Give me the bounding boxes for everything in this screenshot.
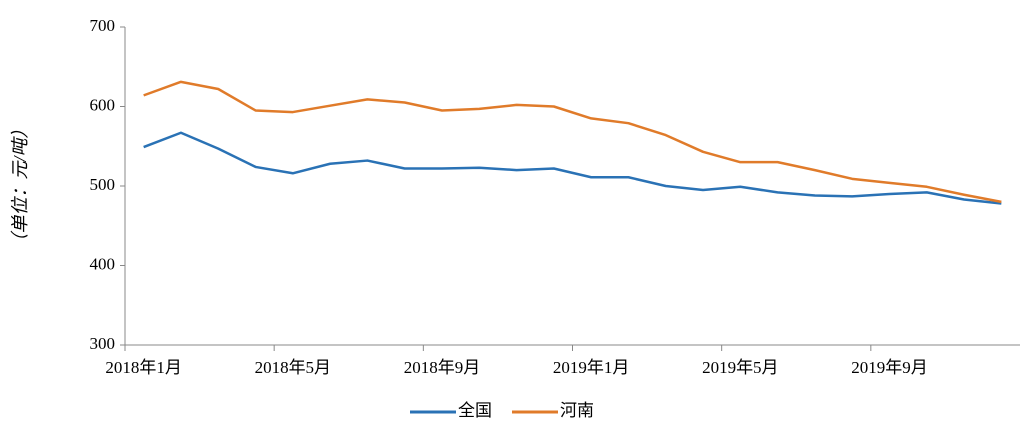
x-tick-label: 2019年1月 bbox=[553, 358, 630, 377]
legend-label: 河南 bbox=[560, 401, 594, 420]
y-tick-label: 600 bbox=[90, 95, 116, 114]
x-tick-label: 2019年9月 bbox=[851, 358, 928, 377]
line bbox=[143, 131, 1002, 205]
line bbox=[143, 80, 1002, 204]
x-tick-label: 2019年5月 bbox=[702, 358, 779, 377]
y-tick-label: 400 bbox=[90, 254, 116, 273]
y-axis-label: （单位：元/吨） bbox=[10, 120, 30, 251]
y-tick-label: 700 bbox=[90, 16, 116, 35]
legend-label: 全国 bbox=[458, 401, 492, 420]
x-tick-label: 2018年5月 bbox=[255, 358, 332, 377]
x-tick-label: 2018年9月 bbox=[404, 358, 481, 377]
y-tick-label: 500 bbox=[90, 175, 116, 194]
y-tick-label: 300 bbox=[90, 334, 116, 353]
x-tick-label: 2018年1月 bbox=[105, 358, 182, 377]
